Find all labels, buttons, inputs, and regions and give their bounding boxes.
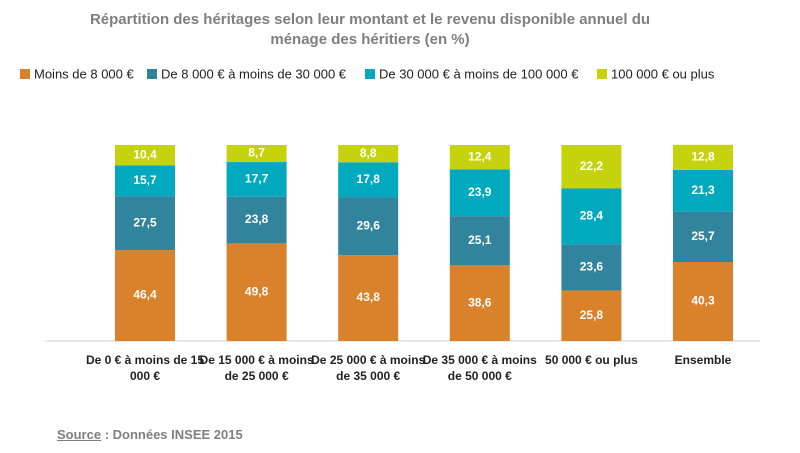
bar-segment: [338, 255, 399, 341]
legend-label: Moins de 8 000 €: [34, 66, 135, 81]
bar-segment: [338, 197, 399, 256]
x-tick-label: Ensemble: [674, 353, 732, 367]
legend-swatch: [365, 69, 375, 79]
bar-segment: [673, 211, 733, 263]
bar-segment: [673, 262, 733, 341]
bar-segment: [115, 196, 175, 251]
data-label: 28,4: [580, 209, 604, 223]
data-label: 17,8: [357, 172, 381, 186]
x-tick-label: 50 000 € ou plus: [545, 353, 638, 367]
source: Source : Données INSEE 2015: [57, 427, 243, 442]
data-label: 49,8: [245, 284, 269, 298]
bar-segment: [338, 162, 399, 198]
bar-segment: [561, 188, 622, 245]
data-label: 40,3: [691, 294, 715, 308]
bar-segment: [561, 145, 622, 189]
legend-label: 100 000 € ou plus: [611, 66, 715, 81]
data-label: 27,5: [133, 215, 157, 229]
bar-segment: [449, 216, 510, 266]
bar-segment: [226, 243, 287, 341]
legend-swatch: [597, 69, 607, 79]
bar-segment: [226, 162, 287, 197]
data-label: 21,3: [691, 183, 715, 197]
bar-segment: [226, 196, 287, 244]
bar-segment: [115, 250, 175, 341]
source-text: : Données INSEE 2015: [101, 427, 243, 442]
bar-segment: [673, 144, 733, 170]
chart-title: Répartition des héritages selon leur mon…: [89, 11, 651, 48]
source-label: Source: [57, 427, 102, 442]
data-label: 43,8: [357, 290, 381, 304]
data-label: 25,1: [468, 233, 492, 247]
x-tick-label: De 0 € à moins de 15 000 €: [85, 353, 205, 383]
bar-segment: [449, 169, 510, 217]
data-label: 25,8: [580, 308, 604, 322]
data-label: 8,8: [360, 146, 377, 160]
data-label: 17,7: [245, 172, 269, 186]
data-label: 8,7: [248, 146, 265, 160]
x-tick-label: De 15 000 € à moins de 25 000 €: [199, 353, 314, 383]
bar-segment: [115, 145, 175, 166]
data-label: 15,7: [133, 173, 157, 187]
data-label: 12,8: [691, 150, 715, 164]
bar-segment: [561, 290, 622, 341]
data-label: 22,2: [580, 159, 604, 173]
legend-swatch: [20, 69, 30, 79]
legend-label: De 30 000 € à moins de 100 000 €: [379, 66, 579, 81]
data-label: 10,4: [133, 147, 157, 161]
bar-segment: [226, 145, 287, 163]
data-label: 12,4: [468, 149, 492, 163]
data-label: 46,4: [133, 288, 157, 302]
data-label: 25,7: [691, 229, 715, 243]
data-label: 23,9: [468, 185, 492, 199]
data-label: 23,6: [580, 259, 604, 273]
bar-segment: [338, 145, 399, 163]
x-tick-label: De 25 000 € à moins de 35 000 €: [311, 353, 426, 383]
bar-segment: [449, 265, 510, 341]
data-label: 23,8: [245, 212, 269, 226]
bar-segment: [115, 165, 175, 197]
legend-label: De 8 000 € à moins de 30 000 €: [161, 66, 347, 81]
bar-segment: [561, 244, 622, 291]
data-label: 29,6: [357, 218, 381, 232]
x-tick-label: De 35 000 € à moins de 50 000 €: [422, 353, 537, 383]
bar-segment: [449, 145, 510, 170]
data-label: 38,6: [468, 295, 492, 309]
bar-segment: [673, 169, 733, 212]
legend-swatch: [147, 69, 157, 79]
